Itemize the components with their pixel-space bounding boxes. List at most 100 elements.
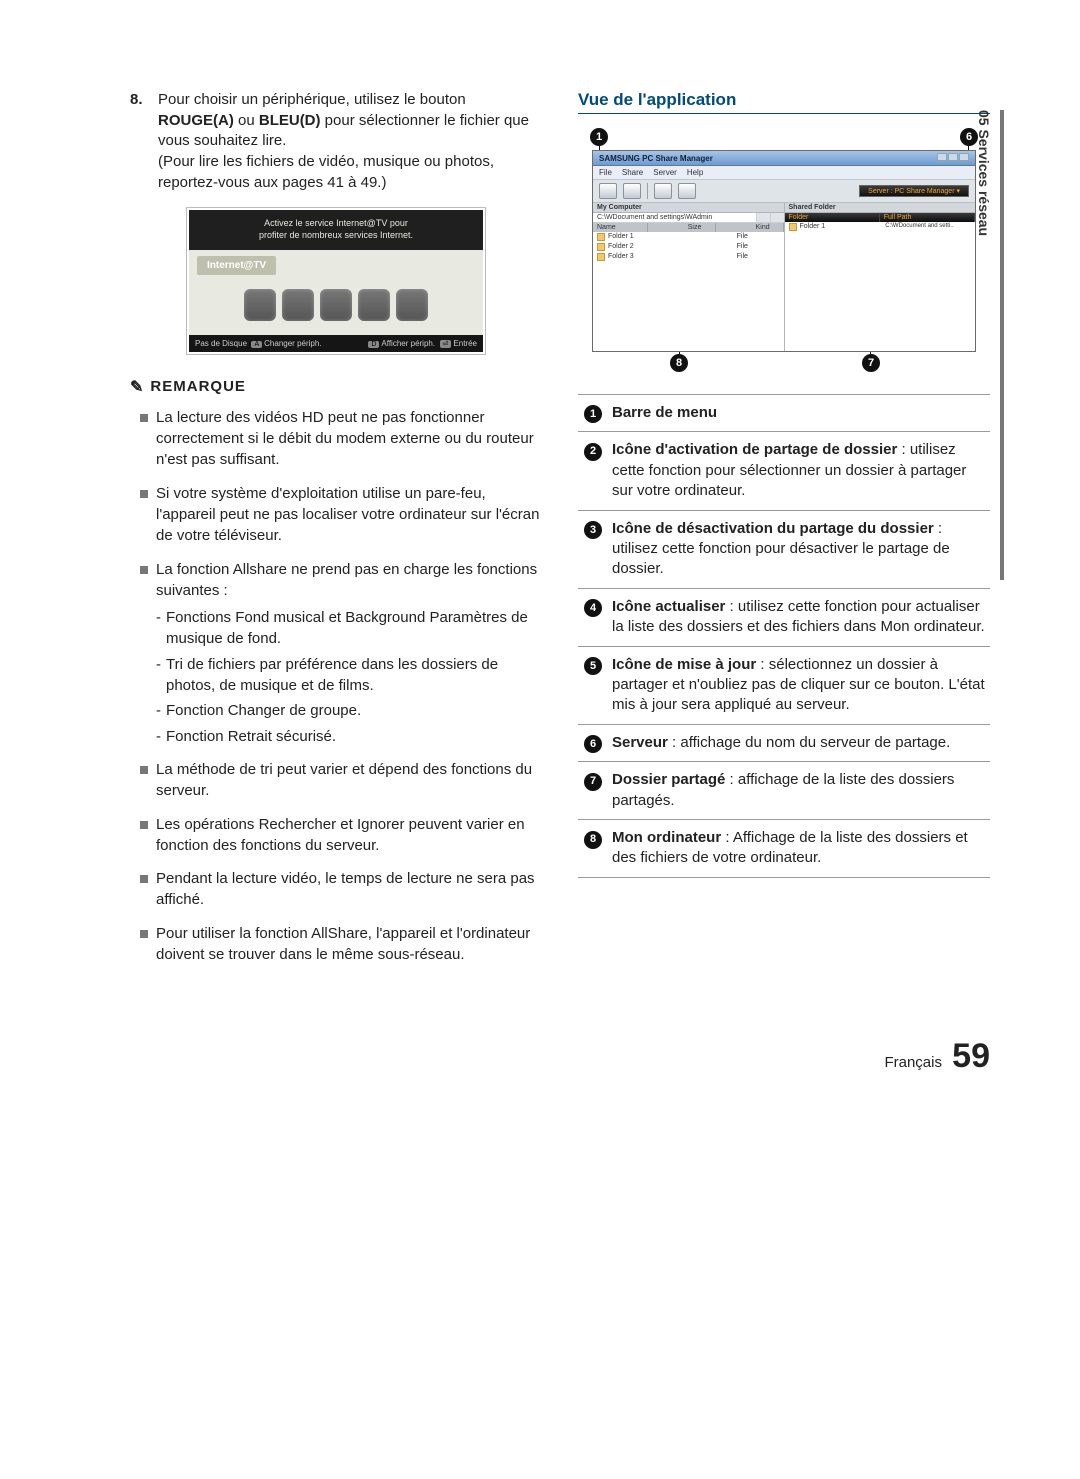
- file-name: Folder 3: [608, 253, 694, 261]
- callout-1: 1: [590, 128, 608, 146]
- folder-icon: [597, 243, 605, 251]
- step-text: Pour choisir un périphérique, utilisez l…: [158, 90, 542, 193]
- pane-shared-folder: Shared Folder Folder Full Path Folder 1C…: [785, 203, 976, 351]
- legend-marker: 5: [584, 657, 602, 675]
- tv-app-icon: [244, 289, 276, 321]
- legend-marker: 2: [584, 443, 602, 461]
- tv-footer-text: Pas de Disque: [195, 339, 247, 348]
- note-item: Pour utiliser la fonction AllShare, l'ap…: [140, 923, 542, 966]
- file-name: Folder 1: [800, 223, 886, 231]
- legend-row: 1 Barre de menu: [578, 395, 990, 432]
- legend-table: 1 Barre de menu 2 Icône d'activation de …: [578, 394, 990, 878]
- col-header: Kind: [752, 223, 784, 232]
- legend-row: 6 Serveur : affichage du nom du serveur …: [578, 724, 990, 761]
- note-icon: [130, 377, 144, 397]
- side-accent-line: [1000, 110, 1004, 580]
- toolbar-separator: [647, 183, 648, 199]
- app-titlebar: SAMSUNG PC Share Manager: [593, 151, 975, 166]
- legend-marker: 8: [584, 831, 602, 849]
- legend-bold: Dossier partagé: [612, 771, 725, 788]
- footer-language: Français: [884, 1054, 942, 1071]
- sub-note-item: Fonction Changer de groupe.: [156, 700, 542, 721]
- legend-text: : affichage du nom du serveur de partage…: [668, 734, 950, 751]
- toolbar-refresh-icon: [654, 183, 672, 199]
- page-footer: Français 59: [130, 1037, 990, 1076]
- step-text-bold: BLEU(D): [259, 112, 321, 129]
- note-item: La fonction Allshare ne prend pas en cha…: [140, 559, 542, 747]
- legend-marker: 4: [584, 599, 602, 617]
- toolbar-update-icon: [678, 183, 696, 199]
- app-screenshot: 1 6 2 3 4 5 8 7 SAMSUNG PC Share Manager…: [578, 128, 990, 368]
- key-a-icon: A: [251, 341, 262, 348]
- col-header: Size: [684, 223, 716, 232]
- app-window: SAMSUNG PC Share Manager File Share Serv…: [592, 150, 976, 352]
- tv-footer-bar: Pas de Disque AChanger périph. DAfficher…: [189, 335, 483, 352]
- folder-icon: [597, 233, 605, 241]
- section-heading: Vue de l'application: [578, 90, 990, 114]
- tv-banner-line: profiter de nombreux services Internet.: [195, 230, 477, 242]
- tv-app-icon: [320, 289, 352, 321]
- legend-row: 7 Dossier partagé : affichage de la list…: [578, 762, 990, 820]
- step-text-frag: ou: [234, 112, 259, 129]
- note-heading: REMARQUE: [130, 377, 542, 397]
- tv-banner: Activez le service Internet@TV pour prof…: [189, 210, 483, 249]
- col-header: Folder: [785, 213, 880, 222]
- app-menubar: File Share Server Help: [593, 166, 975, 180]
- legend-row: 5 Icône de mise à jour : sélectionnez un…: [578, 646, 990, 724]
- menu-item: Server: [653, 168, 677, 177]
- sub-note-item: Fonctions Fond musical et Background Par…: [156, 607, 542, 650]
- callout-6: 6: [960, 128, 978, 146]
- legend-row: 8 Mon ordinateur : Affichage de la liste…: [578, 820, 990, 878]
- callout-7: 7: [862, 354, 880, 372]
- pane-heading: My Computer: [593, 203, 784, 213]
- legend-marker: 6: [584, 735, 602, 753]
- step-8: 8. Pour choisir un périphérique, utilise…: [130, 90, 542, 193]
- legend-marker: 7: [584, 773, 602, 791]
- tv-footer-text: Entrée: [453, 339, 477, 348]
- pane-body: Folder 1C:\WDocument and setti..: [785, 222, 976, 351]
- pane-heading: Shared Folder: [785, 203, 976, 213]
- file-row: Folder 3 File: [593, 252, 784, 262]
- key-d-icon: D: [368, 341, 379, 348]
- legend-row: 4 Icône actualiser : utilisez cette fonc…: [578, 588, 990, 646]
- window-buttons: [936, 153, 969, 163]
- legend-bold: Icône de désactivation du partage du dos…: [612, 520, 934, 537]
- note-item: Si votre système d'exploitation utilise …: [140, 483, 542, 547]
- file-path: C:\WDocument and setti..: [885, 223, 971, 231]
- path-bar: C:\WDocument and settings\WAdmin: [593, 213, 784, 223]
- note-item: La lecture des vidéos HD peut ne pas fon…: [140, 407, 542, 471]
- legend-bold: Icône actualiser: [612, 598, 725, 615]
- legend-marker: 1: [584, 405, 602, 423]
- right-column: Vue de l'application 1 6 2 3 4 5 8 7 SAM…: [578, 90, 990, 977]
- menu-item: Share: [622, 168, 643, 177]
- column-headers: Folder Full Path: [785, 213, 976, 222]
- pane-body: Folder 1File Folder 2 File Folder 3 File: [593, 232, 784, 351]
- menu-item: File: [599, 168, 612, 177]
- legend-bold: Icône de mise à jour: [612, 656, 756, 673]
- note-item: Pendant la lecture vidéo, le temps de le…: [140, 868, 542, 911]
- file-row: Folder 1File: [593, 232, 784, 242]
- sub-note-item: Tri de fichiers par préférence dans les …: [156, 654, 542, 697]
- legend-marker: 3: [584, 521, 602, 539]
- pane-my-computer: My Computer C:\WDocument and settings\WA…: [593, 203, 785, 351]
- file-kind: File: [737, 253, 780, 261]
- tv-app-icon: [396, 289, 428, 321]
- folder-icon: [789, 223, 797, 231]
- tv-app-icon: [282, 289, 314, 321]
- sub-notes-list: Fonctions Fond musical et Background Par…: [156, 607, 542, 747]
- left-column: 8. Pour choisir un périphérique, utilise…: [130, 90, 542, 977]
- callout-8: 8: [670, 354, 688, 372]
- step-text-paren: (Pour lire les fichiers de vidéo, musiqu…: [158, 153, 494, 191]
- note-heading-text: REMARQUE: [150, 378, 246, 395]
- app-title: SAMSUNG PC Share Manager: [599, 154, 713, 163]
- note-item: La méthode de tri peut varier et dépend …: [140, 759, 542, 802]
- tv-app-icon: [358, 289, 390, 321]
- step-text-frag: Pour choisir un périphérique, utilisez l…: [158, 91, 466, 108]
- tv-footer-text: Afficher périph.: [381, 339, 435, 348]
- tv-icons-row: [189, 279, 483, 335]
- footer-page-number: 59: [952, 1037, 990, 1075]
- file-row: Folder 1C:\WDocument and setti..: [785, 222, 976, 232]
- app-toolbar: Server : PC Share Manager ▾: [593, 180, 975, 203]
- file-name: Folder 2: [608, 243, 694, 251]
- file-kind: File: [737, 233, 780, 241]
